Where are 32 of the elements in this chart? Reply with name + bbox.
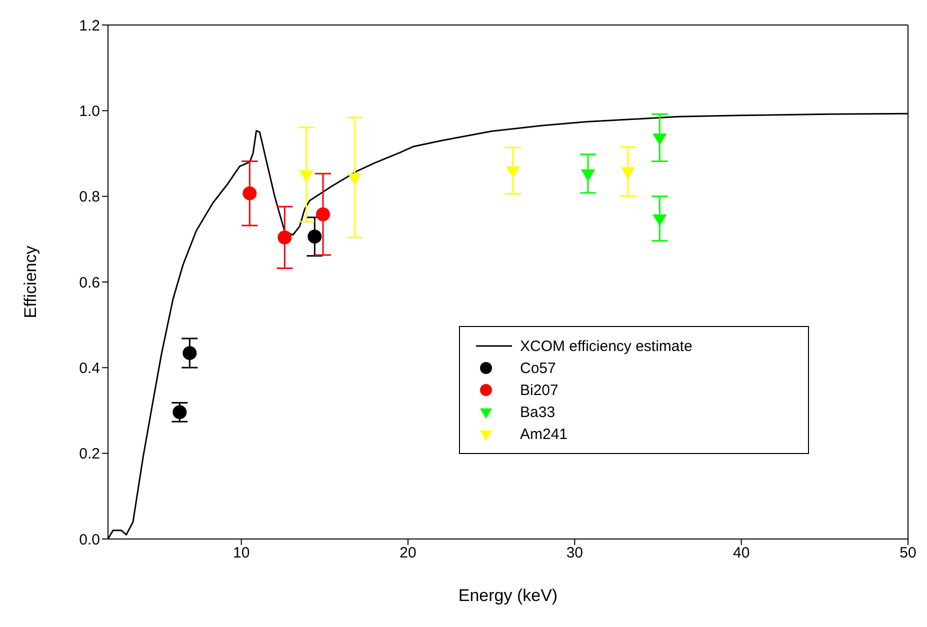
legend-label: Am241: [520, 426, 568, 442]
point: [278, 230, 292, 244]
point: [581, 169, 595, 182]
point: [621, 167, 635, 180]
legend-label: XCOM efficiency estimate: [520, 338, 692, 354]
y-tick-label: 0.4: [79, 360, 100, 377]
point: [172, 405, 187, 420]
y-tick-label: 0.6: [79, 274, 100, 292]
point: [506, 166, 520, 178]
legend-label: Bi207: [520, 382, 558, 398]
y-tick-label: 0.2: [79, 446, 100, 463]
point: [652, 133, 667, 146]
point: [316, 207, 330, 222]
y-axis-title: Efficiency: [21, 245, 40, 318]
x-tick-label: 40: [732, 544, 750, 562]
x-tick-label: 30: [566, 544, 584, 562]
point: [242, 186, 257, 200]
point: [308, 230, 322, 244]
x-tick-label: 20: [400, 544, 416, 562]
point: [182, 346, 197, 360]
point: [348, 173, 362, 186]
point: [299, 170, 314, 182]
y-tick-label: 1.2: [79, 17, 100, 34]
y-tick-label: 1.0: [79, 102, 100, 120]
y-tick-label: 0.0: [79, 531, 100, 548]
y-tick-label: 0.8: [79, 188, 100, 206]
x-tick-label: 10: [232, 544, 250, 562]
x-tick-label: 50: [900, 544, 916, 562]
x-axis-title: Energy (keV): [458, 586, 558, 605]
legend-label: Co57: [520, 360, 556, 376]
legend-label: Ba33: [520, 404, 556, 420]
point: [652, 214, 667, 226]
